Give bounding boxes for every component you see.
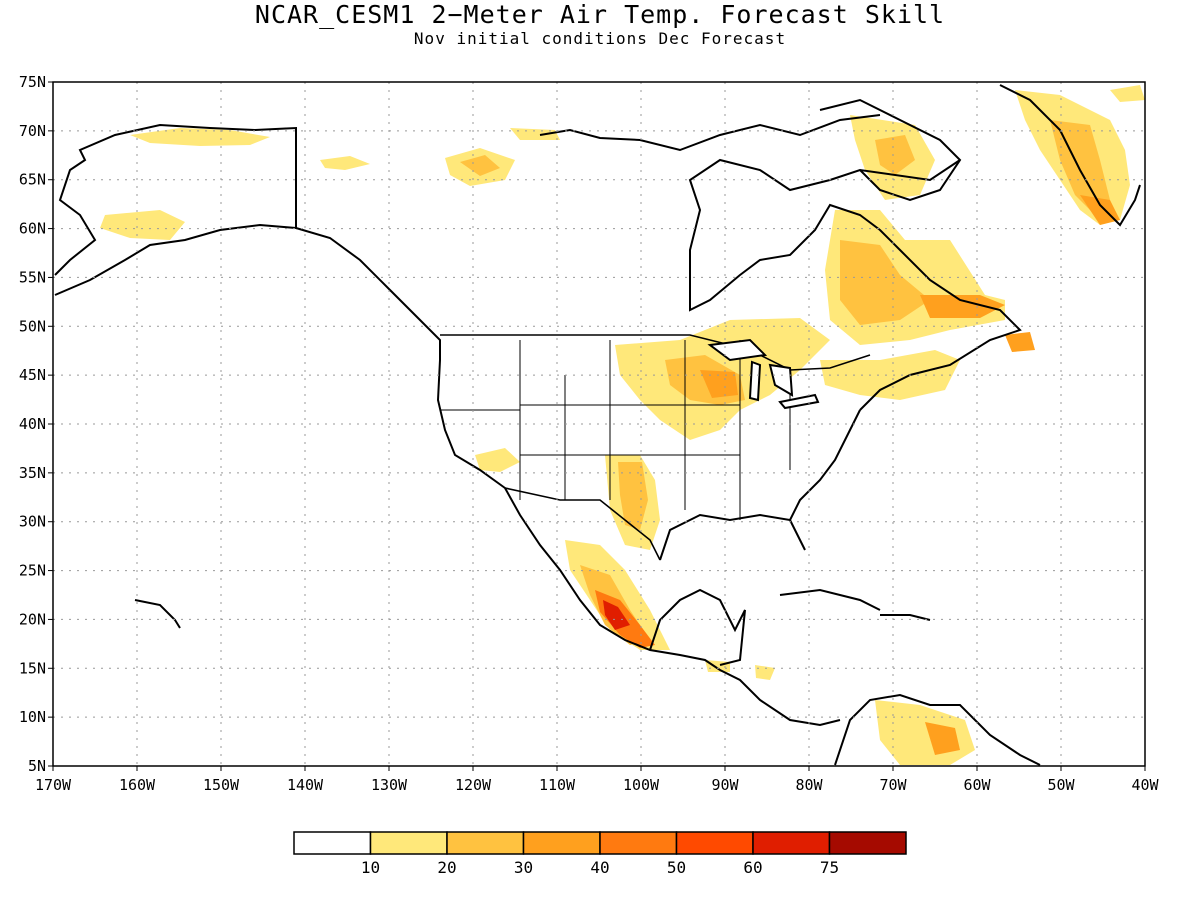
- region-lakes-core: [700, 370, 738, 398]
- lat-tick-label: 35N: [19, 464, 46, 482]
- coast-gulf: [659, 409, 861, 561]
- region-mackenzie-core: [460, 155, 500, 176]
- lat-tick-label: 55N: [19, 268, 46, 286]
- region-yukon-coast: [320, 156, 370, 170]
- graticule: [53, 82, 1145, 766]
- lat-tick-label: 20N: [19, 610, 46, 628]
- lon-tick-label: 60W: [963, 776, 991, 794]
- lat-tick-label: 75N: [19, 73, 46, 91]
- lake-michigan: [748, 360, 762, 402]
- coast-alaska: [54, 123, 297, 296]
- axis-ticks: 75N 70N 65N 60N 55N 50N 45N 40N 35N 30N 25N 20N 15N 1…: [19, 73, 1160, 794]
- lon-tick-label: 100W: [623, 776, 660, 794]
- lat-tick-label: 15N: [19, 659, 46, 677]
- region-arctic-cap: [1110, 85, 1145, 102]
- lat-tick-label: 25N: [19, 562, 46, 580]
- coast-hawaii: [134, 599, 181, 629]
- coast-cuba: [779, 588, 881, 611]
- lon-tick-label: 120W: [455, 776, 492, 794]
- lat-tick-label: 30N: [19, 513, 46, 531]
- colorbar-label: 50: [667, 858, 686, 877]
- region-banks: [510, 128, 560, 140]
- colorbar-swatch: [752, 831, 831, 855]
- lon-tick-label: 160W: [119, 776, 156, 794]
- coast-baffin: [819, 98, 962, 202]
- region-greenland-core: [1050, 120, 1110, 215]
- coast-yucatan: [649, 588, 746, 666]
- region-alaska-south: [100, 210, 185, 240]
- region-greenland-tip: [1080, 195, 1120, 225]
- lon-tick-label: 70W: [879, 776, 907, 794]
- lake-erie: [778, 393, 820, 410]
- colorbar-swatch: [599, 831, 678, 855]
- lon-tick-label: 50W: [1047, 776, 1075, 794]
- skill-shading-layer: [100, 85, 1145, 765]
- colorbar: 10 20 30 40 50 60 75: [293, 831, 907, 877]
- lat-tick-label: 40N: [19, 415, 46, 433]
- colorbar-swatch: [369, 831, 448, 855]
- region-newfoundland: [1005, 332, 1035, 352]
- lon-tick-label: 170W: [35, 776, 72, 794]
- lon-tick-label: 150W: [203, 776, 240, 794]
- coast-east: [688, 158, 1022, 411]
- border-us-mexico: [504, 487, 661, 561]
- lon-tick-label: 40W: [1131, 776, 1159, 794]
- coast-hispaniola: [880, 614, 931, 621]
- region-new-england: [820, 350, 960, 400]
- region-alaska-north-slope: [130, 128, 270, 146]
- colorbar-label: 10: [361, 858, 380, 877]
- colorbar-swatch: [522, 831, 601, 855]
- lon-tick-label: 130W: [371, 776, 408, 794]
- lake-superior: [707, 338, 768, 362]
- region-baffin-core: [875, 135, 915, 175]
- region-texas-core: [618, 462, 648, 530]
- lat-tick-label: 5N: [28, 757, 46, 775]
- lon-tick-label: 110W: [539, 776, 576, 794]
- plot-title: NCAR_CESM1 2−Meter Air Temp. Forecast Sk…: [254, 0, 946, 29]
- coast-arctic: [539, 114, 881, 152]
- lon-tick-label: 90W: [711, 776, 739, 794]
- colorbar-label: 40: [590, 858, 609, 877]
- region-venezuela: [875, 700, 975, 765]
- lat-tick-label: 60N: [19, 220, 46, 238]
- region-venezuela-core: [925, 722, 960, 755]
- colorbar-swatch: [293, 831, 372, 855]
- colorbar-swatch: [675, 831, 754, 855]
- colorbar-swatch: [828, 831, 907, 855]
- lat-tick-label: 10N: [19, 708, 46, 726]
- colorbar-label: 30: [514, 858, 533, 877]
- colorbar-swatch: [446, 831, 525, 855]
- colorbar-label: 75: [820, 858, 839, 877]
- region-mexico-peak: [603, 600, 630, 630]
- colorbar-label: 60: [743, 858, 762, 877]
- state-lines: [440, 340, 791, 520]
- plot-subtitle: Nov initial conditions Dec Forecast: [413, 29, 787, 48]
- lat-tick-label: 45N: [19, 366, 46, 384]
- lon-tick-label: 140W: [287, 776, 324, 794]
- colorbar-label: 20: [437, 858, 456, 877]
- lat-tick-label: 65N: [19, 171, 46, 189]
- coast-south-america: [834, 693, 1041, 766]
- coast-greenland: [999, 84, 1141, 227]
- lat-tick-label: 70N: [19, 122, 46, 140]
- region-quebec-east: [920, 295, 1005, 318]
- lat-tick-label: 50N: [19, 317, 46, 335]
- region-nevada: [475, 448, 520, 472]
- lon-tick-label: 80W: [795, 776, 823, 794]
- region-quebec-core: [840, 240, 930, 325]
- great-lakes-outlines: [707, 338, 820, 410]
- region-honduras: [755, 665, 775, 680]
- coastlines-layer: [54, 84, 1141, 766]
- lake-huron: [768, 363, 794, 397]
- coast-west: [295, 227, 841, 727]
